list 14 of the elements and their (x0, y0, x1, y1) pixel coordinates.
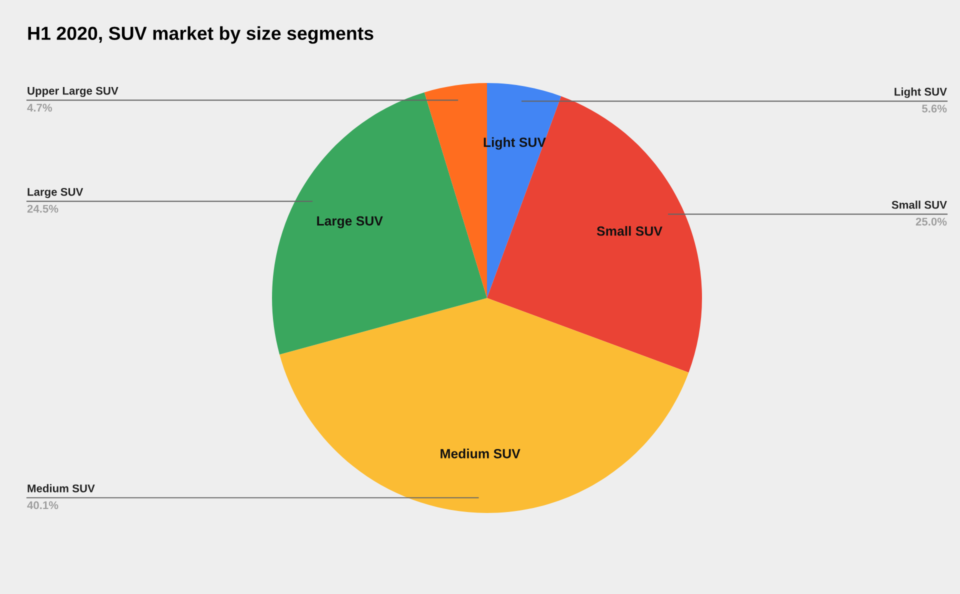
data-label: 4.7% (27, 104, 52, 112)
chart-title: H1 2020, SUV market by size segments (28, 26, 374, 44)
slice-label: Small SUV (892, 200, 947, 209)
data-label: 5.6% (922, 104, 947, 113)
slice-label: Small SUV (596, 226, 662, 236)
slice-label: Medium SUV (28, 484, 95, 492)
data-label: 24.5% (27, 204, 58, 213)
slice-label: Medium SUV (440, 448, 520, 458)
slice-label: Large SUV (317, 216, 383, 228)
slice-label: Large SUV (28, 188, 84, 198)
slice-label: Light SUV (894, 88, 947, 98)
data-label: 40.1% (27, 501, 58, 510)
data-label: 25.0% (916, 218, 947, 226)
slice-label: Upper Large SUV (28, 86, 118, 98)
